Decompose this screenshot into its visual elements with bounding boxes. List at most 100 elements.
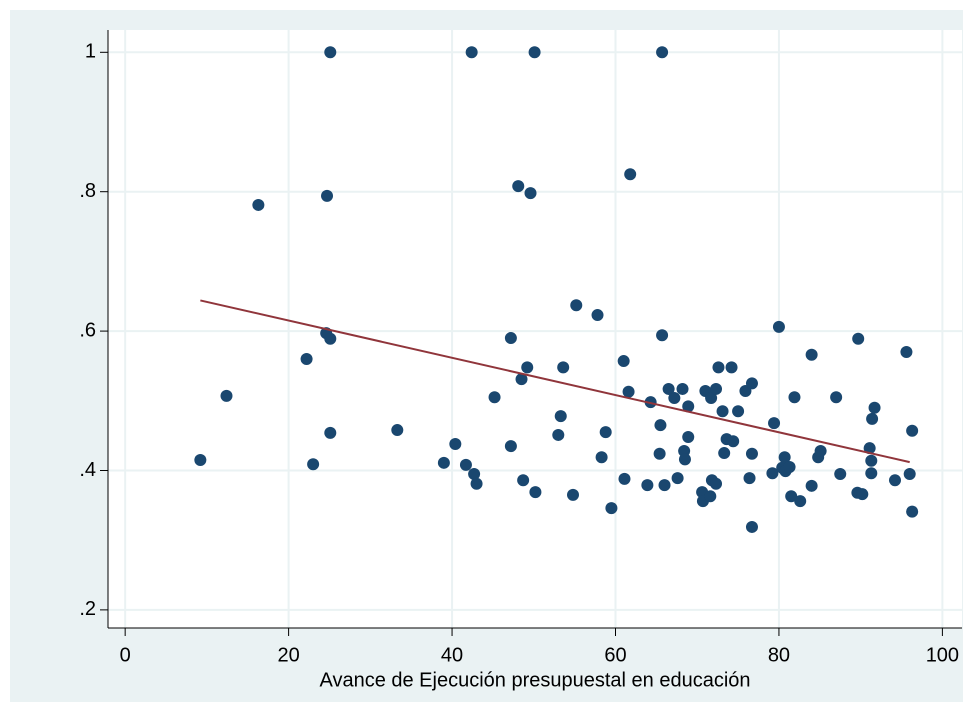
point bbox=[682, 431, 695, 444]
point bbox=[676, 382, 689, 395]
point bbox=[591, 309, 604, 322]
point bbox=[624, 168, 637, 181]
point bbox=[710, 382, 723, 395]
fit-line bbox=[200, 299, 910, 464]
point bbox=[888, 474, 901, 487]
point bbox=[704, 490, 717, 503]
point bbox=[794, 495, 807, 508]
point bbox=[785, 490, 798, 503]
point bbox=[391, 424, 404, 437]
point bbox=[852, 332, 865, 345]
point bbox=[194, 454, 207, 467]
point bbox=[437, 456, 450, 469]
point bbox=[529, 486, 542, 499]
point bbox=[521, 361, 534, 374]
point bbox=[718, 447, 731, 460]
point bbox=[668, 392, 681, 404]
point bbox=[783, 461, 796, 473]
x-tick-label: 80 bbox=[768, 644, 790, 666]
point bbox=[324, 332, 337, 345]
point bbox=[805, 479, 818, 492]
x-tick-label: 0 bbox=[120, 644, 131, 666]
point bbox=[658, 479, 671, 492]
point bbox=[599, 426, 612, 439]
point bbox=[705, 392, 718, 404]
point bbox=[300, 352, 313, 365]
plot-area bbox=[108, 30, 962, 628]
point bbox=[252, 198, 265, 211]
point bbox=[307, 458, 320, 471]
point bbox=[321, 189, 334, 202]
y-tick-label: .8 bbox=[79, 180, 96, 202]
point bbox=[552, 428, 565, 441]
point bbox=[528, 46, 541, 59]
point bbox=[641, 479, 654, 492]
point bbox=[671, 472, 684, 485]
point bbox=[678, 453, 691, 466]
y-tick-label: .2 bbox=[79, 598, 96, 620]
point bbox=[449, 438, 462, 450]
point bbox=[866, 412, 879, 425]
point bbox=[766, 467, 779, 480]
x-tick-label: 40 bbox=[441, 644, 463, 666]
point bbox=[605, 502, 618, 515]
point bbox=[656, 329, 669, 342]
point bbox=[868, 401, 881, 414]
point bbox=[653, 447, 666, 460]
point bbox=[745, 447, 758, 460]
point bbox=[727, 435, 740, 448]
x-axis-title: Avance de Ejecución presupuestal en educ… bbox=[319, 669, 750, 691]
point bbox=[900, 346, 913, 358]
point bbox=[515, 373, 528, 386]
point bbox=[554, 410, 567, 423]
point bbox=[906, 424, 919, 437]
point bbox=[504, 332, 517, 345]
point bbox=[788, 391, 801, 404]
point bbox=[470, 477, 483, 490]
x-tick-label: 20 bbox=[277, 644, 299, 666]
point bbox=[830, 391, 843, 404]
point bbox=[654, 419, 667, 432]
y-tick-label: .4 bbox=[79, 459, 96, 481]
point bbox=[468, 467, 481, 480]
point bbox=[324, 46, 337, 59]
point bbox=[524, 187, 537, 200]
point bbox=[745, 520, 758, 533]
y-tick-label: 1 bbox=[85, 41, 96, 63]
point bbox=[324, 426, 337, 439]
point bbox=[459, 458, 472, 471]
point bbox=[834, 467, 847, 480]
point bbox=[517, 474, 530, 487]
point bbox=[725, 361, 738, 374]
point bbox=[220, 389, 233, 402]
point bbox=[863, 442, 876, 455]
point bbox=[805, 348, 818, 361]
point bbox=[622, 385, 635, 398]
point bbox=[778, 451, 791, 464]
point bbox=[465, 46, 478, 59]
point bbox=[865, 467, 878, 480]
point bbox=[712, 361, 725, 374]
point bbox=[856, 488, 869, 501]
y-tick-label: .6 bbox=[79, 319, 96, 341]
point bbox=[814, 444, 827, 457]
point bbox=[617, 355, 630, 368]
point bbox=[716, 405, 729, 418]
point bbox=[772, 320, 785, 333]
point bbox=[488, 391, 501, 404]
x-tick-label: 100 bbox=[926, 644, 959, 666]
point bbox=[595, 451, 608, 464]
point bbox=[903, 467, 916, 480]
point bbox=[662, 382, 675, 395]
point bbox=[656, 46, 669, 59]
point bbox=[682, 400, 695, 413]
point bbox=[570, 299, 583, 312]
point bbox=[567, 488, 580, 501]
point bbox=[557, 361, 570, 374]
point bbox=[710, 477, 723, 490]
point bbox=[743, 472, 756, 485]
point bbox=[865, 454, 878, 467]
point bbox=[906, 505, 919, 518]
